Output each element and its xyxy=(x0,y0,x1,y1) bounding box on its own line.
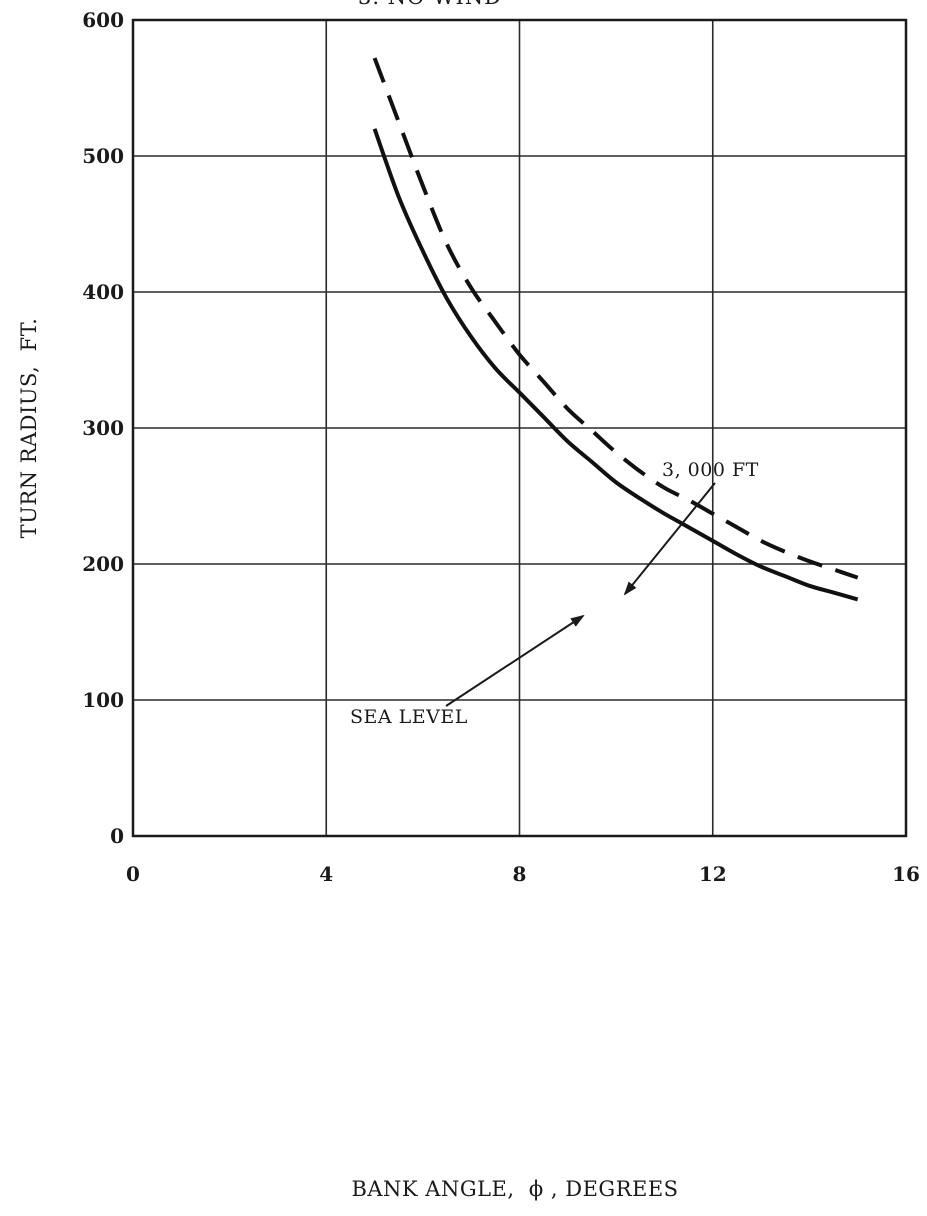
y-tick-label-200: 200 xyxy=(82,552,124,576)
tick-labels: 0 4 8 12 16 0 100 200 300 400 500 600 xyxy=(82,8,920,886)
x-tick-label-16: 16 xyxy=(892,862,920,886)
plot-frame xyxy=(131,18,908,838)
x-tick-label-0: 0 xyxy=(126,862,140,886)
x-tick-label-4: 4 xyxy=(319,862,333,886)
x-axis-label: BANK ANGLE, ϕ , DEGREES xyxy=(351,1177,678,1201)
series-line-3000ft xyxy=(372,57,859,580)
y-tick-label-0: 0 xyxy=(110,824,124,848)
x-tick-label-12: 12 xyxy=(699,862,727,886)
y-tick-label-300: 300 xyxy=(82,416,124,440)
x-tick-label-8: 8 xyxy=(513,862,527,886)
data-series xyxy=(372,57,859,602)
y-axis-label: TURN RADIUS, FT. xyxy=(17,318,41,539)
annotation-sea-level-arrow xyxy=(445,614,585,707)
y-tick-label-100: 100 xyxy=(82,688,124,712)
annotation-3000ft: 3, 000 FT xyxy=(662,459,759,481)
grid-lines xyxy=(133,20,906,836)
y-tick-label-400: 400 xyxy=(82,280,124,304)
series-line-sea-level xyxy=(372,128,859,602)
annotation-3000ft-arrow xyxy=(623,482,716,596)
y-tick-label-500: 500 xyxy=(82,144,124,168)
annotation-sea-level: SEA LEVEL xyxy=(350,706,468,728)
y-tick-label-600: 600 xyxy=(82,8,124,32)
chart-title: 3. NO WIND xyxy=(358,0,502,9)
